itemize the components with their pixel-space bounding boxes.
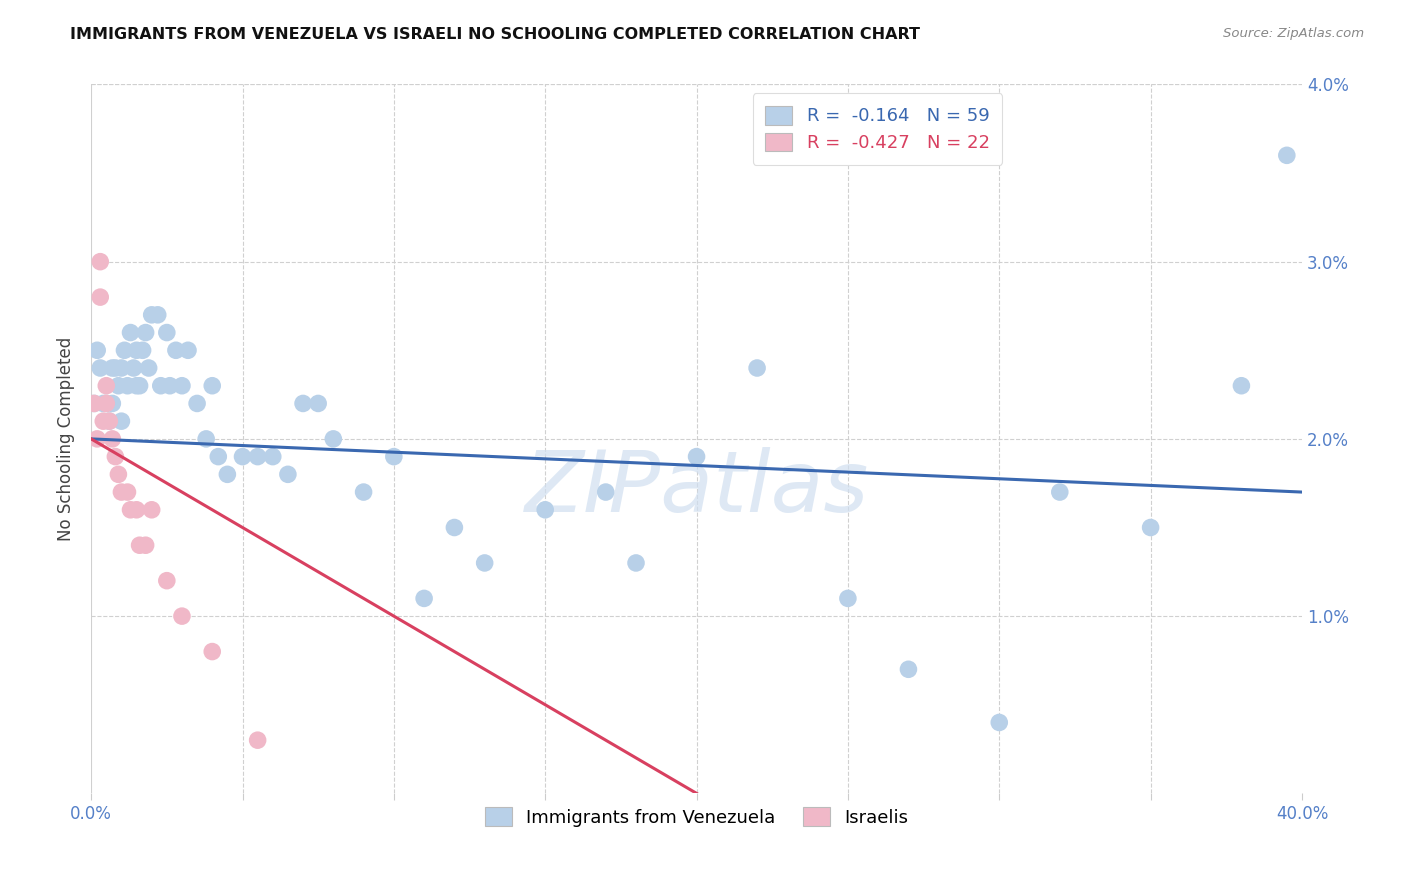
Point: [170, 609, 193, 624]
Point: [128, 378, 150, 392]
Point: [98, 414, 121, 428]
Point: [101, 432, 124, 446]
Point: [131, 343, 153, 358]
Point: [122, 361, 145, 376]
Point: [83, 396, 105, 410]
Point: [201, 378, 224, 392]
Text: Source: ZipAtlas.com: Source: ZipAtlas.com: [1223, 27, 1364, 40]
Point: [141, 308, 163, 322]
Point: [413, 591, 436, 606]
Point: [110, 485, 132, 500]
Point: [110, 414, 132, 428]
Point: [101, 396, 124, 410]
Point: [135, 538, 157, 552]
Point: [125, 343, 148, 358]
Point: [120, 326, 142, 340]
Point: [83, 396, 105, 410]
Point: [89, 254, 111, 268]
Point: [91, 396, 114, 410]
Point: [165, 343, 187, 358]
Point: [114, 343, 136, 358]
Point: [246, 733, 269, 747]
Point: [177, 343, 200, 358]
Point: [89, 290, 111, 304]
Point: [96, 396, 118, 410]
Point: [474, 556, 496, 570]
Point: [101, 361, 124, 376]
Point: [156, 574, 179, 588]
Point: [837, 591, 859, 606]
Point: [149, 378, 172, 392]
Point: [186, 396, 208, 410]
Point: [86, 343, 108, 358]
Point: [201, 644, 224, 658]
Point: [146, 308, 169, 322]
Point: [443, 520, 465, 534]
Point: [382, 450, 405, 464]
Point: [107, 467, 129, 482]
Point: [96, 396, 118, 410]
Point: [1230, 378, 1253, 392]
Text: IMMIGRANTS FROM VENEZUELA VS ISRAELI NO SCHOOLING COMPLETED CORRELATION CHART: IMMIGRANTS FROM VENEZUELA VS ISRAELI NO …: [70, 27, 921, 42]
Point: [307, 396, 329, 410]
Point: [117, 378, 139, 392]
Point: [745, 361, 768, 376]
Point: [685, 450, 707, 464]
Point: [128, 538, 150, 552]
Point: [104, 361, 127, 376]
Point: [231, 450, 253, 464]
Point: [207, 450, 229, 464]
Point: [125, 503, 148, 517]
Point: [156, 326, 179, 340]
Point: [125, 378, 148, 392]
Point: [1275, 148, 1298, 162]
Legend: Immigrants from Venezuela, Israelis: Immigrants from Venezuela, Israelis: [478, 800, 915, 834]
Point: [89, 361, 111, 376]
Point: [322, 432, 344, 446]
Point: [117, 485, 139, 500]
Point: [262, 450, 284, 464]
Point: [120, 503, 142, 517]
Point: [86, 432, 108, 446]
Y-axis label: No Schooling Completed: No Schooling Completed: [58, 337, 75, 541]
Point: [988, 715, 1011, 730]
Point: [292, 396, 315, 410]
Point: [217, 467, 239, 482]
Point: [246, 450, 269, 464]
Point: [277, 467, 299, 482]
Point: [534, 503, 557, 517]
Point: [104, 450, 127, 464]
Point: [1139, 520, 1161, 534]
Point: [353, 485, 375, 500]
Point: [98, 414, 121, 428]
Point: [138, 361, 160, 376]
Point: [91, 414, 114, 428]
Point: [595, 485, 617, 500]
Point: [110, 361, 132, 376]
Point: [107, 378, 129, 392]
Point: [897, 662, 920, 676]
Point: [195, 432, 218, 446]
Point: [159, 378, 181, 392]
Point: [96, 378, 118, 392]
Point: [624, 556, 647, 570]
Point: [135, 326, 157, 340]
Point: [170, 378, 193, 392]
Point: [141, 503, 163, 517]
Text: ZIPatlas: ZIPatlas: [524, 447, 869, 530]
Point: [1049, 485, 1071, 500]
